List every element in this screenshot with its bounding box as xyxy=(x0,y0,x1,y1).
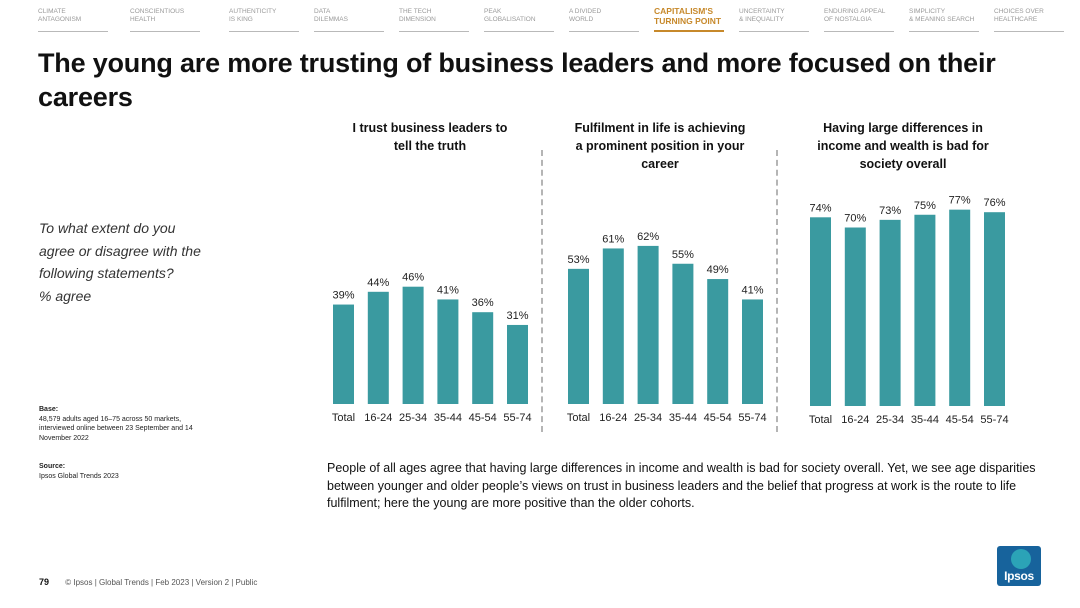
data-label: 77% xyxy=(949,195,971,207)
category-label: 16-24 xyxy=(599,412,627,424)
section-nav: CLIMATE ANTAGONISM CONSCIENTIOUS HEALTH AU… xyxy=(38,6,1064,32)
nav-item-divided-world[interactable]: A DIVIDED WORLD xyxy=(569,6,639,32)
chart-title-trust-business-leaders: I trust business leaders to tell the tru… xyxy=(352,121,508,153)
category-label: 35-44 xyxy=(911,414,939,426)
category-label: 16-24 xyxy=(364,412,392,424)
category-label: 45-54 xyxy=(469,412,497,424)
chart-title-income-inequality: Having large differences in income and w… xyxy=(817,121,989,171)
data-label: 46% xyxy=(402,272,424,284)
nav-item-climate-antagonism[interactable]: CLIMATE ANTAGONISM xyxy=(38,6,108,32)
nav-item-choices-over-healthcare[interactable]: CHOICES OVER HEALTHCARE xyxy=(994,6,1064,32)
category-label: 55-74 xyxy=(738,412,766,424)
data-label: 41% xyxy=(741,284,763,296)
nav-item-authenticity-is-king[interactable]: AUTHENTICITY IS KING xyxy=(229,6,299,32)
chart-title-career-fulfilment: Fulfilment in life is achieving a promin… xyxy=(574,121,746,171)
bar-chart-1: 39% Total 44% 16-24 46% 25-34 41% 35-44 36% 45-54… xyxy=(332,272,532,424)
category-label: 35-44 xyxy=(669,412,697,424)
bar xyxy=(672,263,694,404)
bar xyxy=(568,268,589,404)
category-label: Total xyxy=(332,412,355,424)
data-label: 61% xyxy=(602,233,624,245)
category-label: 16-24 xyxy=(841,414,869,426)
base-note: Base: 48,579 adults aged 16–75 across 50… xyxy=(39,405,229,443)
bar xyxy=(367,291,389,404)
nav-item-capitalisms-turning-point[interactable]: CAPITALISM'S TURNING POINT xyxy=(654,6,724,32)
chart-divider xyxy=(541,150,543,432)
data-label: 39% xyxy=(332,290,354,302)
bar xyxy=(949,209,971,406)
data-label: 70% xyxy=(844,213,866,225)
data-label: 36% xyxy=(472,297,494,309)
summary-text: People of all ages agree that having lar… xyxy=(327,461,1036,510)
footer: 79 © Ipsos | Global Trends | Feb 2023 | … xyxy=(39,577,257,587)
page-title: The young are more trusting of business … xyxy=(38,48,996,112)
nav-item-conscientious-health[interactable]: CONSCIENTIOUS HEALTH xyxy=(130,6,200,32)
category-label: 45-54 xyxy=(704,412,732,424)
category-label: 35-44 xyxy=(434,412,462,424)
category-label: 45-54 xyxy=(946,414,974,426)
bar xyxy=(333,304,354,404)
bar xyxy=(507,324,528,404)
survey-question: To what extent do you agree or disagree … xyxy=(39,220,201,304)
chart-divider xyxy=(776,150,778,432)
bar xyxy=(742,299,763,404)
source-note: Source: Ipsos Global Trends 2023 xyxy=(39,462,229,481)
data-label: 31% xyxy=(506,310,528,322)
logo-text: Ipsos xyxy=(1004,569,1034,583)
bar xyxy=(810,217,831,406)
bar xyxy=(844,227,866,406)
bar xyxy=(984,212,1005,406)
bar xyxy=(472,312,494,404)
base-label: Base: xyxy=(39,406,59,413)
logo-swoosh-icon xyxy=(1011,549,1031,569)
bar xyxy=(402,286,424,404)
data-label: 74% xyxy=(809,202,831,214)
data-label: 62% xyxy=(637,231,659,243)
bar-chart-2: 53% Total 61% 16-24 62% 25-34 55% 35-44 49% 45-54… xyxy=(567,231,767,424)
page-number: 79 xyxy=(39,577,50,587)
bar xyxy=(879,219,901,406)
data-label: 76% xyxy=(983,197,1005,209)
bar xyxy=(637,245,659,404)
bar xyxy=(707,279,729,404)
bar xyxy=(602,248,624,404)
category-label: 25-34 xyxy=(876,414,904,426)
category-label: 55-74 xyxy=(503,412,531,424)
nav-item-enduring-appeal-of-nostalgia[interactable]: ENDURING APPEAL OF NOSTALGIA xyxy=(824,6,894,32)
nav-item-data-dilemmas[interactable]: DATA DILEMMAS xyxy=(314,6,384,32)
ipsos-logo: Ipsos xyxy=(997,546,1041,586)
nav-item-peak-globalisation[interactable]: PEAK GLOBALISATION xyxy=(484,6,554,32)
category-label: Total xyxy=(809,414,832,426)
nav-item-tech-dimension[interactable]: THE TECH DIMENSION xyxy=(399,6,469,32)
source-label: Source: xyxy=(39,463,66,470)
nav-item-uncertainty-inequality[interactable]: UNCERTAINTY & INEQUALITY xyxy=(739,6,809,32)
bar xyxy=(914,214,936,406)
data-label: 75% xyxy=(914,200,936,212)
category-label: 25-34 xyxy=(399,412,427,424)
category-label: Total xyxy=(567,412,590,424)
data-label: 55% xyxy=(672,249,694,261)
bar xyxy=(437,299,459,404)
data-label: 44% xyxy=(367,277,389,289)
data-label: 41% xyxy=(437,284,459,296)
footer-text: © Ipsos | Global Trends | Feb 2023 | Ver… xyxy=(65,578,258,587)
category-label: 55-74 xyxy=(980,414,1008,426)
bar-chart-3: 74% Total 70% 16-24 73% 25-34 75% 35-44 77% 45-54… xyxy=(809,195,1009,426)
data-label: 53% xyxy=(567,254,589,266)
data-label: 73% xyxy=(879,205,901,217)
category-label: 25-34 xyxy=(634,412,662,424)
nav-item-simplicity-meaning-search[interactable]: SIMPLICITY & MEANING SEARCH xyxy=(909,6,979,32)
data-label: 49% xyxy=(707,264,729,276)
